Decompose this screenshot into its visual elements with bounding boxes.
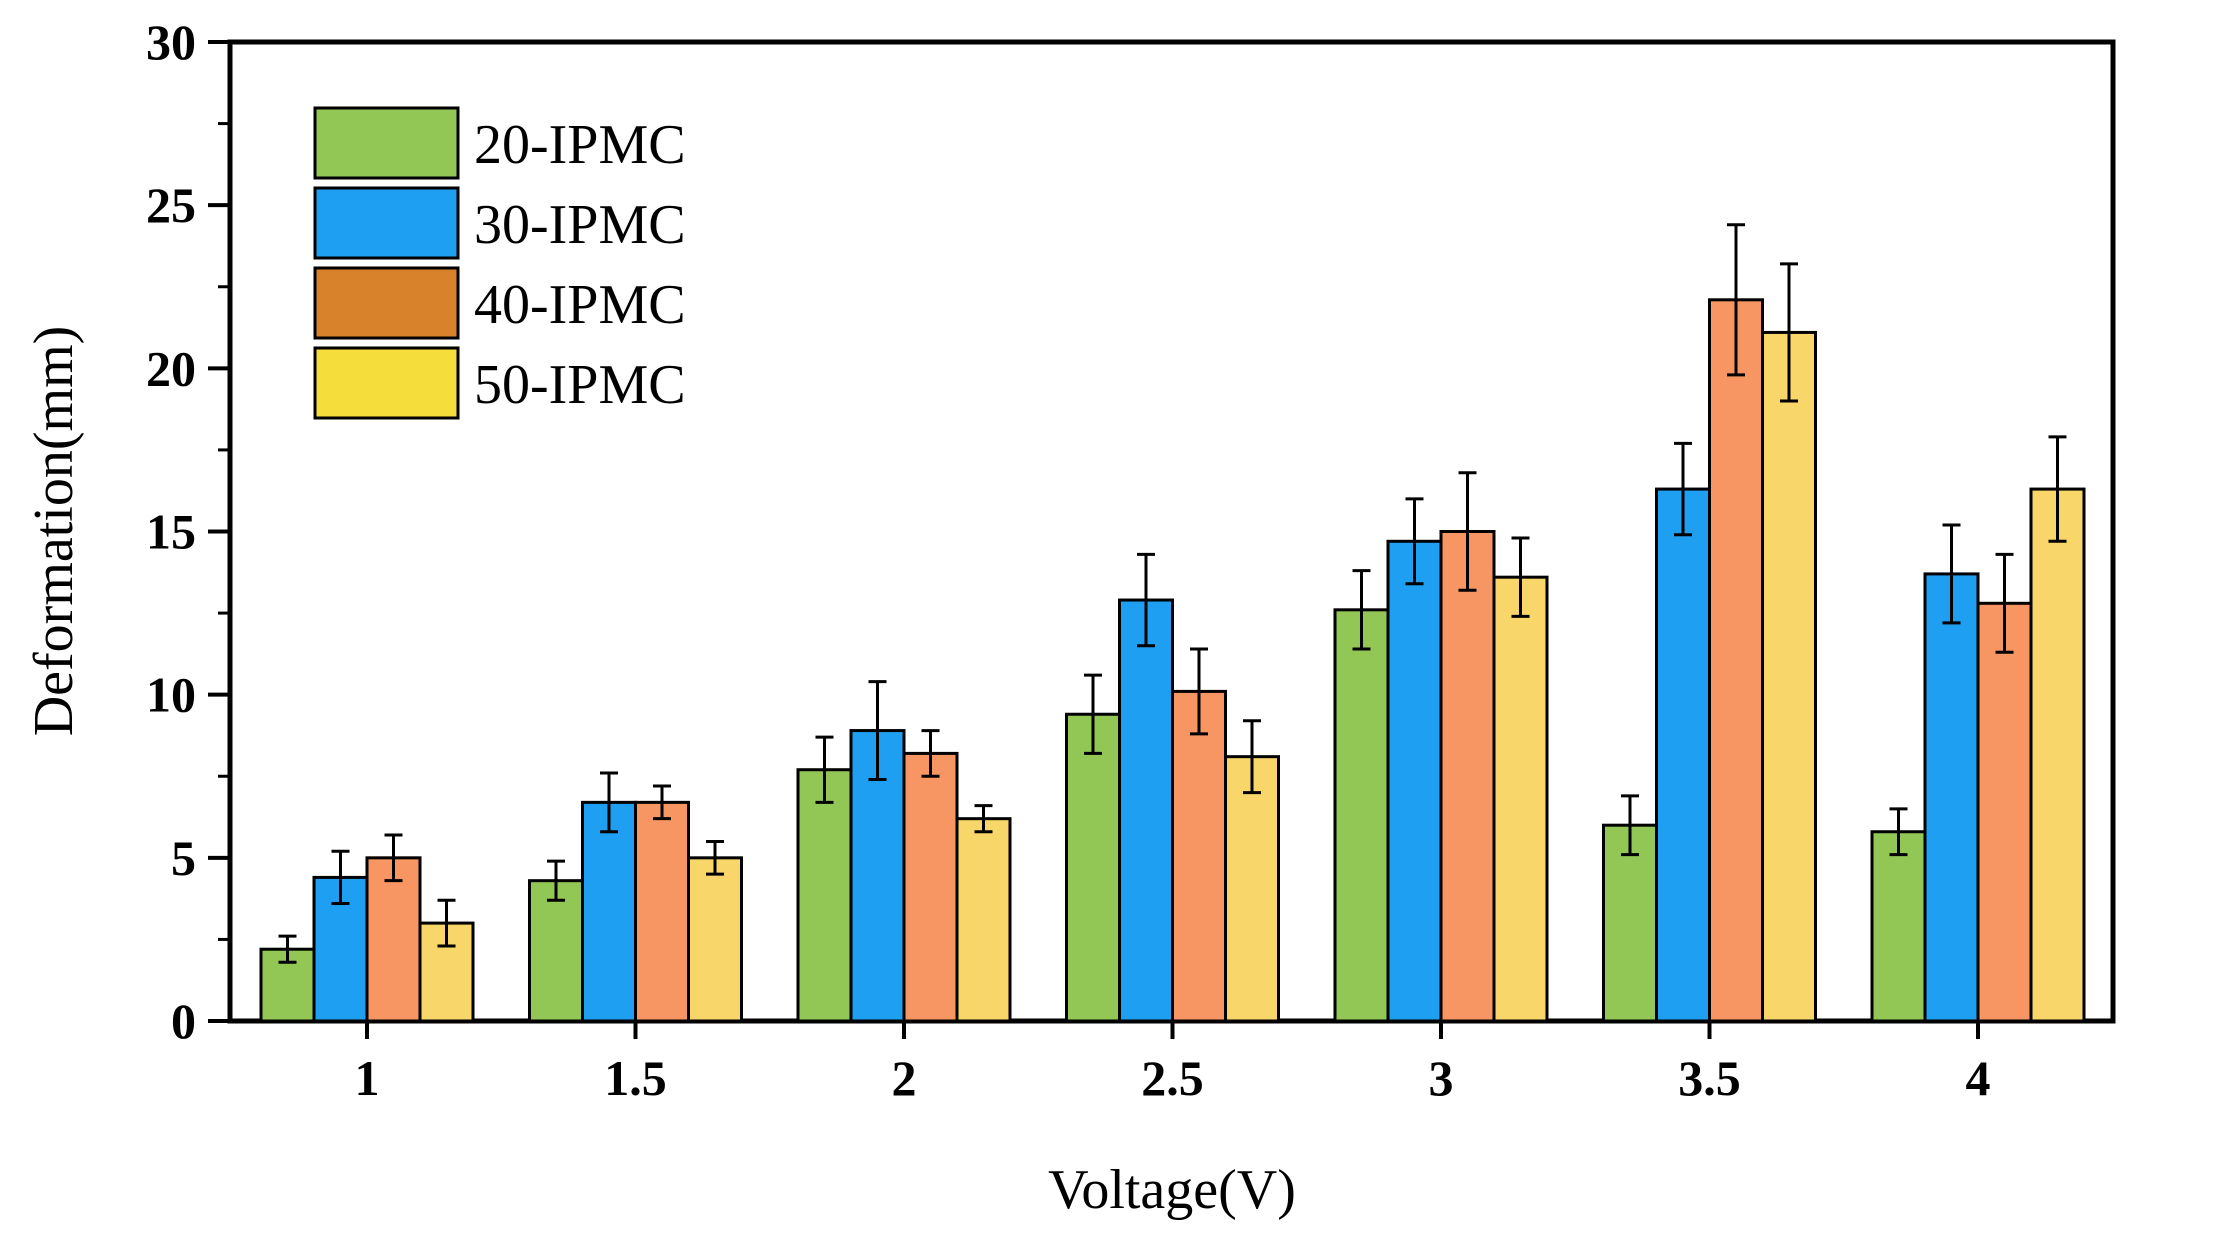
x-axis-title: Voltage(V) [1048, 1159, 1296, 1221]
y-tick-label: 0 [171, 993, 196, 1049]
bar-20-ipmc [1333, 608, 1390, 1023]
legend-label: 40-IPMC [474, 274, 686, 336]
bar-40-ipmc [1708, 298, 1764, 1023]
x-tick-label: 2 [892, 1050, 917, 1106]
bar-40-ipmc [1171, 689, 1227, 1023]
bar-50-ipmc [687, 856, 743, 1023]
bar-40-ipmc [902, 751, 959, 1023]
bar-50-ipmc [1761, 330, 1817, 1023]
bar-50-ipmc [955, 817, 1012, 1023]
x-tick-label: 3.5 [1678, 1050, 1741, 1106]
bar-30-ipmc [1386, 539, 1443, 1023]
x-tick-label: 2.5 [1141, 1050, 1204, 1106]
bar-30-ipmc [581, 800, 637, 1023]
legend-label: 20-IPMC [474, 114, 686, 176]
y-tick-label: 25 [146, 177, 196, 233]
y-tick-label: 10 [146, 667, 196, 723]
bar-20-ipmc [1602, 823, 1658, 1023]
legend-label: 50-IPMC [474, 354, 686, 416]
bar-30-ipmc [1923, 572, 1980, 1023]
bar-40-ipmc [634, 800, 690, 1023]
bar-40-ipmc [1439, 530, 1496, 1023]
legend-swatch-30-ipmc [313, 186, 460, 260]
bar-20-ipmc [796, 768, 853, 1023]
bar-40-ipmc [1976, 601, 2033, 1023]
y-tick-label: 20 [146, 340, 196, 396]
x-tick-label: 1 [355, 1050, 380, 1106]
y-axis-title: Deformation(mm) [23, 326, 85, 737]
y-tick-label: 5 [171, 830, 196, 886]
legend-swatch-50-ipmc [313, 346, 460, 420]
x-tick-label: 1.5 [604, 1050, 667, 1106]
bar-20-ipmc [1870, 830, 1927, 1023]
bar-50-ipmc [2029, 487, 2086, 1023]
legend-label: 30-IPMC [474, 194, 686, 256]
bar-50-ipmc [1492, 575, 1549, 1023]
bar-50-ipmc [1224, 755, 1280, 1023]
x-tick-label: 3 [1429, 1050, 1454, 1106]
bar-30-ipmc [1655, 487, 1711, 1023]
y-tick-label: 15 [146, 504, 196, 560]
bar-20-ipmc [1065, 712, 1121, 1023]
bar-40-ipmc [365, 856, 422, 1023]
legend-swatch-40-ipmc [313, 266, 460, 340]
x-tick-label: 4 [1966, 1050, 1991, 1106]
y-tick-label: 30 [146, 14, 196, 70]
legend-swatch-20-ipmc [313, 106, 460, 180]
bar-30-ipmc [1118, 598, 1174, 1023]
